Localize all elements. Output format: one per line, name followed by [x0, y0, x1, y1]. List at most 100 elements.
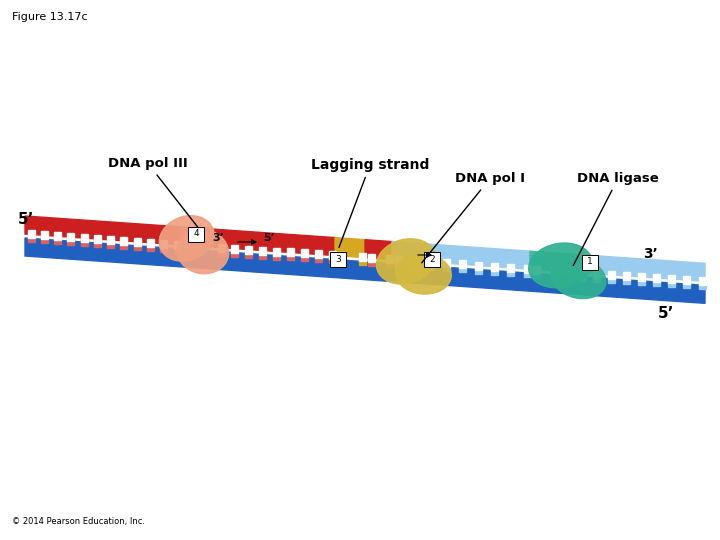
Polygon shape [25, 238, 705, 303]
Polygon shape [259, 251, 266, 259]
Polygon shape [287, 253, 294, 260]
Text: 2: 2 [429, 254, 435, 264]
Polygon shape [367, 258, 374, 266]
Polygon shape [315, 251, 322, 259]
Polygon shape [410, 261, 418, 269]
Polygon shape [217, 248, 225, 255]
Polygon shape [475, 261, 482, 269]
Polygon shape [443, 259, 450, 267]
Ellipse shape [551, 258, 606, 299]
Polygon shape [491, 267, 498, 275]
Polygon shape [392, 241, 530, 269]
Polygon shape [577, 269, 585, 276]
Polygon shape [81, 238, 88, 246]
Polygon shape [273, 252, 280, 260]
Polygon shape [569, 272, 575, 280]
Polygon shape [217, 244, 225, 252]
FancyBboxPatch shape [188, 226, 204, 241]
Polygon shape [134, 242, 140, 250]
Polygon shape [668, 275, 675, 283]
Polygon shape [273, 247, 280, 255]
Ellipse shape [377, 239, 436, 284]
Polygon shape [427, 262, 433, 270]
Polygon shape [698, 281, 706, 289]
Polygon shape [27, 231, 35, 239]
Ellipse shape [177, 230, 229, 274]
Polygon shape [259, 247, 266, 254]
Polygon shape [161, 240, 167, 248]
Polygon shape [25, 216, 180, 245]
Polygon shape [67, 233, 74, 241]
Polygon shape [359, 258, 366, 266]
Polygon shape [147, 239, 154, 247]
Polygon shape [668, 279, 675, 287]
Text: 3’: 3’ [212, 233, 224, 243]
Polygon shape [54, 237, 61, 244]
Text: 1: 1 [587, 258, 593, 267]
Polygon shape [338, 256, 344, 264]
Polygon shape [94, 239, 101, 247]
Ellipse shape [159, 215, 214, 261]
FancyBboxPatch shape [424, 252, 440, 267]
Polygon shape [459, 265, 466, 273]
Polygon shape [459, 260, 466, 268]
FancyBboxPatch shape [330, 252, 346, 267]
Polygon shape [608, 271, 615, 279]
Polygon shape [27, 234, 35, 242]
Polygon shape [443, 264, 450, 271]
Polygon shape [367, 254, 374, 262]
Polygon shape [301, 253, 307, 261]
Polygon shape [475, 266, 482, 274]
Polygon shape [67, 237, 74, 245]
FancyBboxPatch shape [582, 254, 598, 269]
Polygon shape [551, 267, 557, 275]
Polygon shape [683, 276, 690, 284]
Polygon shape [683, 280, 690, 288]
Polygon shape [623, 276, 630, 284]
Text: 5’: 5’ [658, 306, 675, 321]
Polygon shape [365, 240, 392, 260]
Polygon shape [41, 231, 48, 239]
Polygon shape [287, 248, 294, 256]
Polygon shape [623, 272, 630, 280]
Polygon shape [593, 270, 600, 278]
Text: 3: 3 [335, 254, 341, 264]
Polygon shape [215, 229, 335, 255]
Polygon shape [338, 252, 344, 260]
Polygon shape [508, 268, 514, 276]
Text: Lagging strand: Lagging strand [311, 158, 429, 247]
Polygon shape [523, 265, 531, 273]
Polygon shape [54, 232, 61, 240]
Polygon shape [161, 244, 167, 252]
Polygon shape [593, 274, 600, 282]
Polygon shape [638, 277, 645, 285]
Polygon shape [120, 237, 127, 245]
Polygon shape [653, 274, 660, 282]
Polygon shape [508, 264, 514, 272]
Polygon shape [301, 249, 307, 258]
Polygon shape [107, 236, 114, 244]
Polygon shape [246, 246, 252, 254]
Text: 5’: 5’ [18, 212, 35, 226]
Polygon shape [328, 252, 336, 259]
Polygon shape [533, 269, 539, 278]
Polygon shape [174, 245, 181, 253]
Text: DNA pol III: DNA pol III [108, 157, 198, 228]
Polygon shape [231, 245, 238, 253]
Polygon shape [180, 227, 215, 247]
Polygon shape [41, 235, 48, 244]
Polygon shape [107, 240, 114, 248]
Polygon shape [359, 253, 366, 261]
Polygon shape [174, 241, 181, 248]
Polygon shape [134, 238, 140, 246]
Polygon shape [575, 254, 705, 281]
Polygon shape [328, 255, 336, 264]
Polygon shape [335, 238, 365, 258]
Text: © 2014 Pearson Education, Inc.: © 2014 Pearson Education, Inc. [12, 517, 145, 526]
Text: DNA ligase: DNA ligase [573, 172, 659, 266]
Polygon shape [491, 262, 498, 271]
Polygon shape [246, 249, 252, 258]
Polygon shape [315, 254, 322, 262]
Polygon shape [530, 251, 575, 272]
Polygon shape [638, 273, 645, 281]
